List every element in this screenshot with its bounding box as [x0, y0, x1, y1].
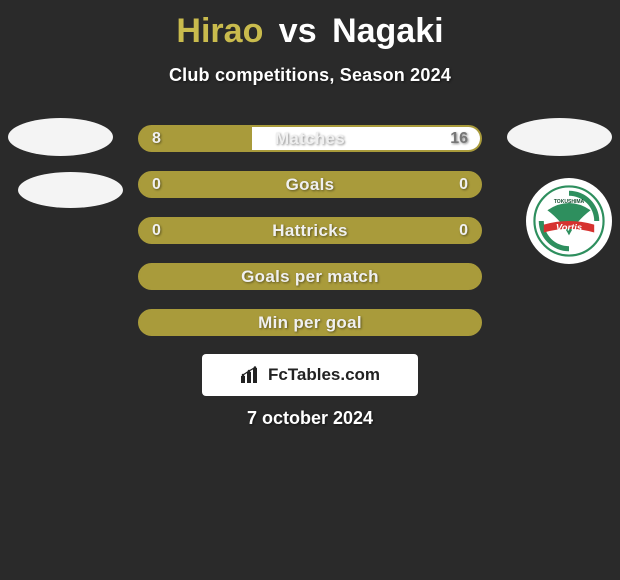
crest-main-text: Vortis [556, 222, 582, 232]
crest-top-text: TOKUSHIMA [554, 199, 585, 205]
stat-bars: Matches816Goals00Hattricks00Goals per ma… [138, 125, 482, 355]
stat-value-left: 0 [152, 219, 161, 242]
player1-club-badge2-placeholder [18, 172, 123, 208]
comparison-card: Hirao vs Nagaki Club competitions, Seaso… [0, 0, 620, 580]
stat-row: Min per goal [138, 309, 482, 336]
vs-label: vs [279, 12, 317, 50]
player2-club-badge-placeholder [507, 118, 612, 156]
stat-label: Min per goal [140, 311, 480, 334]
player1-club-badge-placeholder [8, 118, 113, 156]
vortis-crest-icon: TOKUSHIMA Vortis [533, 185, 605, 257]
footer-date: 7 october 2024 [0, 408, 620, 429]
player2-name: Nagaki [332, 12, 444, 50]
stat-label: Goals per match [140, 265, 480, 288]
branding-text: FcTables.com [268, 365, 380, 385]
stat-row: Goals0 0 [138, 171, 482, 198]
stat-row: Hattricks0 0 [138, 217, 482, 244]
stat-label: Hattricks [140, 219, 480, 242]
page-title: Hirao vs Nagaki [0, 12, 620, 51]
stat-value-right: 0 [459, 173, 468, 196]
stat-label: Goals [140, 173, 480, 196]
stat-value-left: 8 [152, 127, 161, 150]
stat-row: Goals per match [138, 263, 482, 290]
stat-value-right: 16 [450, 127, 468, 150]
player1-name: Hirao [176, 12, 263, 50]
branding-box: FcTables.com [202, 354, 418, 396]
stat-label: Matches [140, 127, 480, 150]
bars-icon [240, 366, 262, 384]
stat-value-left: 0 [152, 173, 161, 196]
stat-row: Matches8 16 [138, 125, 482, 152]
subtitle: Club competitions, Season 2024 [0, 65, 620, 86]
player2-club-crest: TOKUSHIMA Vortis [526, 178, 612, 264]
stat-value-right: 0 [459, 219, 468, 242]
